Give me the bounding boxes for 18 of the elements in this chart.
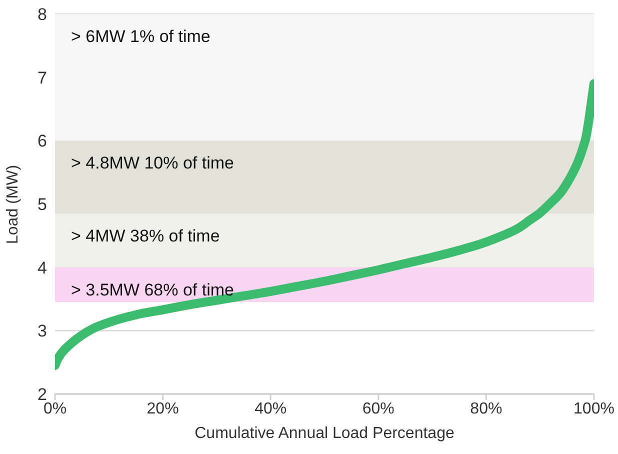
y-tick-label: 5 [38,195,47,214]
y-tick-label: 7 [38,68,47,88]
band-label: > 4MW 38% of time [71,226,220,246]
x-tick-label: 80% [470,400,502,418]
band-label: > 4.8MW 10% of time [71,154,234,173]
x-tick-label: 0% [43,400,67,418]
y-tick-label: 3 [38,322,47,341]
y-tick-label: 8 [38,5,47,24]
x-tick-label: 100% [574,400,614,418]
x-axis-title: Cumulative Annual Load Percentage [194,425,454,442]
y-tick-label: 4 [38,258,47,278]
y-axis-title: Load (MW) [4,164,22,244]
band-label: > 6MW 1% of time [71,27,210,46]
x-tick-label: 40% [254,400,287,418]
x-tick-label: 60% [362,400,394,418]
x-tick-label: 20% [146,400,179,418]
y-tick-label: 6 [38,132,47,151]
band-label: > 3.5MW 68% of time [71,280,234,300]
